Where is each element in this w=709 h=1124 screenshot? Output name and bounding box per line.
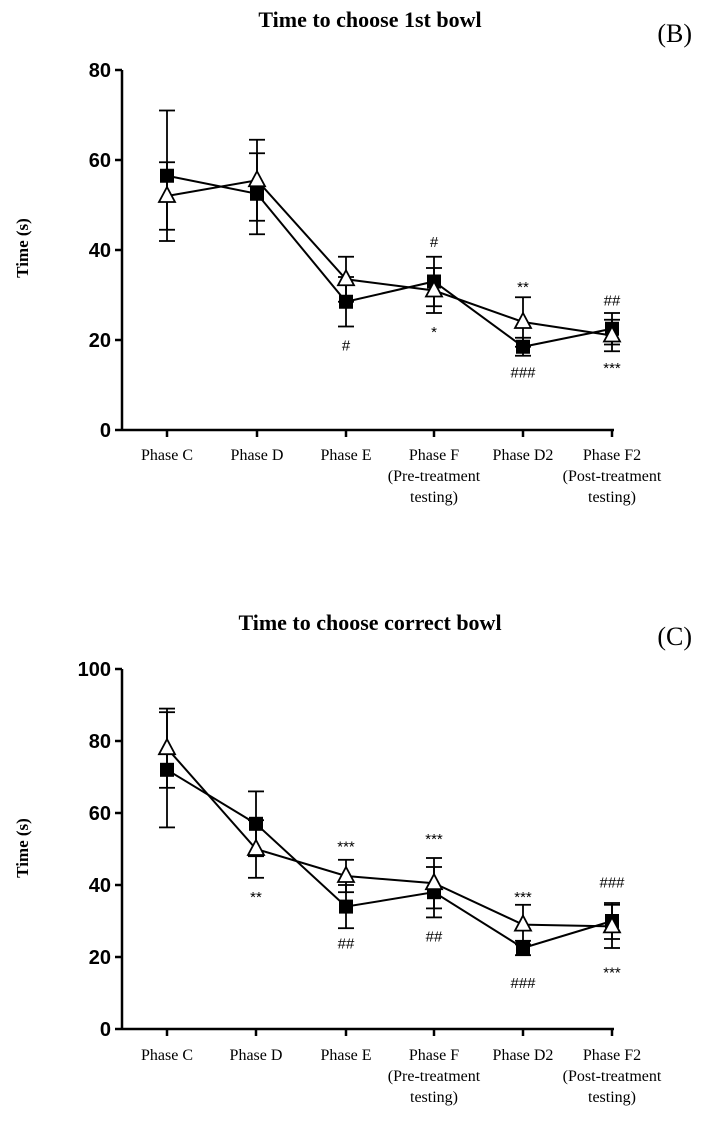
y-tick-label: 20	[89, 330, 111, 352]
triangle-marker	[424, 872, 444, 891]
triangle-series-line	[166, 747, 613, 928]
y-tick-label: 0	[100, 1019, 111, 1041]
significance-annotation: #	[430, 234, 439, 251]
square-series-line	[166, 174, 613, 348]
x-tick-label: Phase D2	[493, 447, 554, 464]
panel-c-chart: Time to choose correct bowl (C) Time (s)…	[13, 610, 692, 1106]
x-tick-label: Phase D	[230, 1047, 283, 1064]
significance-annotation: **	[250, 889, 262, 906]
triangle-marker	[513, 913, 533, 932]
y-tick-label: 80	[89, 60, 111, 82]
significance-annotation: **	[517, 279, 529, 296]
x-tick-label: (Post-treatment	[563, 1068, 662, 1085]
triangle-marker	[157, 185, 177, 203]
x-tick-label: Phase F2	[583, 447, 641, 464]
x-tick-label: Phase C	[141, 1047, 193, 1064]
triangle-series-line	[166, 179, 613, 337]
significance-annotation: ***	[603, 360, 621, 377]
x-tick-label: Phase F	[409, 447, 459, 464]
panel-label: (B)	[657, 19, 692, 48]
x-tick-label: testing)	[410, 1089, 458, 1106]
y-tick-label: 100	[78, 659, 111, 681]
triangle-marker	[424, 279, 444, 298]
y-tick-label: 40	[89, 875, 111, 897]
chart-title: Time to choose 1st bowl	[258, 7, 481, 32]
y-tick-label: 20	[89, 947, 111, 969]
triangle-marker	[246, 838, 266, 856]
triangle-marker	[336, 268, 356, 287]
triangle-marker	[157, 737, 177, 756]
chart-title: Time to choose correct bowl	[238, 610, 501, 635]
x-tick-label: (Pre-treatment	[388, 1068, 481, 1085]
x-tick-label: (Post-treatment	[563, 468, 662, 485]
x-tick-label: Phase E	[320, 447, 371, 464]
triangle-marker	[336, 865, 356, 883]
x-tick-label: Phase F	[409, 1047, 459, 1064]
significance-annotation: ***	[603, 964, 621, 981]
y-axis-label: Time (s)	[13, 818, 32, 878]
x-tick-label: testing)	[588, 489, 636, 506]
significance-annotation: ###	[510, 975, 536, 992]
triangle-marker	[602, 324, 622, 343]
y-axis-label: Time (s)	[13, 218, 32, 278]
panel-label: (C)	[657, 622, 692, 651]
x-tick-label: Phase E	[320, 1047, 371, 1064]
significance-annotation: ##	[338, 936, 355, 953]
y-tick-label: 0	[100, 420, 111, 442]
significance-annotation: ##	[426, 928, 443, 945]
significance-annotation: ###	[599, 874, 625, 891]
significance-annotation: ***	[514, 889, 532, 906]
y-tick-label: 60	[89, 803, 111, 825]
y-tick-label: 60	[89, 150, 111, 172]
x-tick-label: (Pre-treatment	[388, 468, 481, 485]
x-tick-label: Phase D	[231, 447, 284, 464]
x-tick-label: Phase F2	[583, 1047, 641, 1064]
significance-annotation: ***	[337, 838, 355, 855]
square-marker	[339, 899, 353, 914]
x-tick-label: testing)	[588, 1089, 636, 1106]
significance-annotation: ##	[604, 293, 621, 310]
x-tick-label: testing)	[410, 489, 458, 506]
significance-annotation: #	[342, 338, 351, 355]
y-tick-label: 40	[89, 240, 111, 262]
triangle-marker	[513, 311, 533, 329]
triangle-marker	[247, 169, 267, 188]
significance-annotation: *	[431, 324, 437, 341]
y-tick-label: 80	[89, 731, 111, 753]
x-tick-label: Phase D2	[493, 1047, 554, 1064]
panel-b-chart: Time to choose 1st bowl (B) Time (s) 0 20…	[13, 7, 692, 506]
significance-annotation: ***	[425, 831, 443, 848]
triangle-marker	[602, 915, 622, 934]
square-series-line	[166, 768, 613, 950]
x-tick-label: Phase C	[141, 447, 193, 464]
significance-annotation: ###	[510, 365, 536, 382]
